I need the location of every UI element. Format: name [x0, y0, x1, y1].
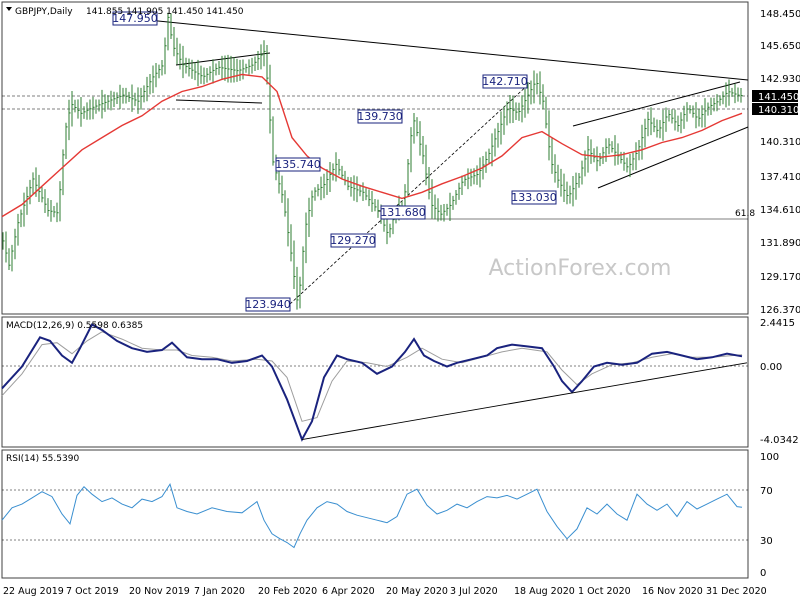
- macd-trendline: [301, 362, 748, 440]
- macd-panel: [1, 316, 749, 448]
- y-tick: 0: [760, 568, 766, 579]
- channel-lower: [597, 126, 749, 189]
- x-tick: 7 Oct 2019: [66, 586, 119, 597]
- macd-title: MACD(12,26,9) 0.5598 0.6385: [6, 321, 143, 331]
- y-tick: 142.930: [760, 74, 800, 85]
- annotation-123940: 123.940: [245, 298, 291, 311]
- prev-price-label: 140.310: [758, 105, 799, 116]
- rsi-title: RSI(14) 55.5390: [6, 454, 79, 464]
- annotation-133030: 133.030: [511, 191, 557, 204]
- current-price-label: 141.450: [758, 92, 799, 103]
- y-tick: 140.310: [760, 137, 800, 148]
- x-tick: 20 May 2020: [386, 586, 448, 597]
- price-title: GBPJPY,Daily 141.855 141.905 141.450 141…: [6, 7, 244, 17]
- rsi-y-axis: 100 70 30 0: [760, 452, 779, 579]
- x-tick: 20 Nov 2019: [129, 586, 190, 597]
- y-tick: 0.00: [760, 362, 782, 373]
- y-tick: 134.610: [760, 205, 800, 216]
- flag-upper: [175, 52, 271, 66]
- y-tick: 129.170: [760, 272, 800, 283]
- rsi-panel: [1, 449, 749, 579]
- y-tick: 131.890: [760, 238, 800, 249]
- annotation-129270: 129.270: [330, 234, 376, 247]
- y-tick: 70: [760, 486, 773, 497]
- annotation-142710: 142.710: [482, 75, 528, 88]
- y-tick: 126.370: [760, 305, 800, 316]
- flag-lower: [175, 99, 263, 104]
- x-tick: 20 Feb 2020: [258, 586, 317, 597]
- long-trendline: [117, 16, 749, 81]
- macd-y-axis: 2.4415 0.00 -4.0342: [760, 318, 799, 446]
- y-tick: 2.4415: [760, 318, 795, 329]
- x-axis: 22 Aug 2019 7 Oct 2019 20 Nov 2019 7 Jan…: [3, 586, 767, 597]
- annotation-147950: 147.950: [112, 12, 158, 25]
- price-bars: [2, 12, 743, 310]
- y-tick: 100: [760, 452, 779, 463]
- annotation-139730: 139.730: [357, 110, 403, 123]
- macd-signal-line: [1, 331, 743, 422]
- price-panel: [1, 1, 749, 315]
- annotation-135740: 135.740: [275, 158, 321, 171]
- x-tick: 18 Aug 2020: [514, 586, 575, 597]
- x-tick: 6 Apr 2020: [322, 586, 375, 597]
- moving-average-line: [1, 73, 743, 218]
- fib-618-label: 61.8: [735, 209, 755, 219]
- x-tick: 3 Jul 2020: [450, 586, 498, 597]
- x-tick: 16 Nov 2020: [642, 586, 703, 597]
- y-tick: 145.650: [760, 41, 800, 52]
- rsi-line: [1, 483, 743, 549]
- symbol-title: GBPJPY,Daily: [15, 7, 73, 17]
- macd-line: [1, 323, 743, 442]
- x-tick: 7 Jan 2020: [194, 586, 245, 597]
- x-tick: 31 Dec 2020: [706, 586, 767, 597]
- y-tick: 137.410: [760, 172, 800, 183]
- dashed-up-trendline: [289, 82, 531, 305]
- price-y-axis: 148.450 145.650 142.930 140.310 137.410 …: [760, 9, 800, 316]
- x-tick: 22 Aug 2019: [3, 586, 64, 597]
- y-tick: 30: [760, 536, 773, 547]
- price-annotations: 147.950 142.710 139.730 135.740 133.030 …: [112, 11, 557, 312]
- y-tick: -4.0342: [760, 435, 799, 446]
- ohlc-values: 141.855 141.905 141.450 141.450: [86, 7, 244, 17]
- y-tick: 148.450: [760, 9, 800, 20]
- channel-upper: [572, 81, 741, 127]
- x-tick: 1 Oct 2020: [578, 586, 631, 597]
- watermark: ActionForex.com: [489, 256, 672, 281]
- annotation-131680: 131.680: [380, 206, 426, 219]
